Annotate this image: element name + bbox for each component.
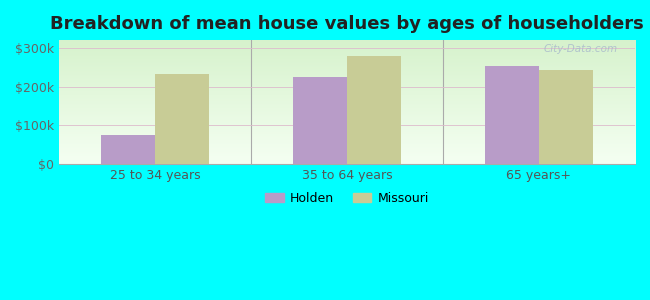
Bar xyxy=(293,77,347,164)
Text: City-Data.com: City-Data.com xyxy=(543,44,618,54)
Title: Breakdown of mean house values by ages of householders: Breakdown of mean house values by ages o… xyxy=(50,15,644,33)
Bar xyxy=(101,135,155,164)
Bar xyxy=(486,67,539,164)
Bar xyxy=(347,56,401,164)
Legend: Holden, Missouri: Holden, Missouri xyxy=(260,187,434,210)
Bar xyxy=(539,70,593,164)
Bar xyxy=(155,74,209,164)
